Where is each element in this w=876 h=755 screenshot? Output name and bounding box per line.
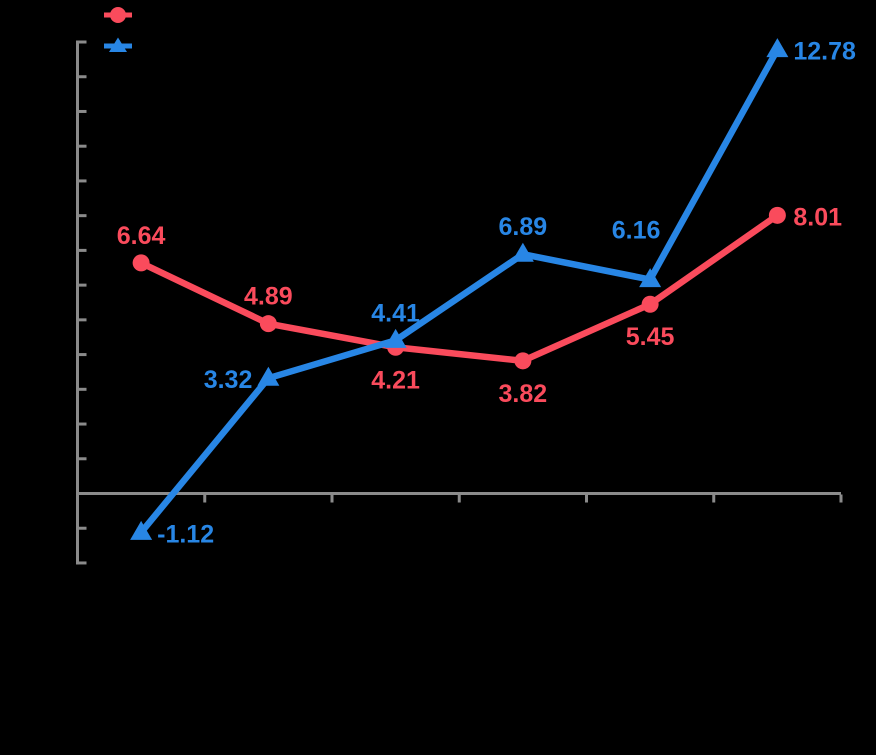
legend bbox=[104, 7, 132, 52]
data-label: 6.89 bbox=[499, 213, 548, 241]
legend-triangle-marker bbox=[109, 37, 127, 52]
data-label: 3.32 bbox=[204, 366, 253, 394]
data-point-marker-triangle bbox=[639, 268, 662, 288]
data-point-marker-circle bbox=[641, 295, 659, 313]
data-label: 4.89 bbox=[244, 283, 293, 311]
data-point-marker-triangle bbox=[384, 328, 407, 348]
red-circle-series-line bbox=[137, 212, 781, 365]
data-label: 3.82 bbox=[499, 380, 548, 408]
data-point-marker-triangle bbox=[130, 520, 153, 540]
data-point-marker-circle bbox=[768, 206, 786, 224]
blue-triangle-series: -1.12 3.32 4.41 6.89 6.16 12.78 bbox=[130, 38, 856, 548]
data-point-marker-triangle bbox=[766, 38, 789, 58]
data-label: 8.01 bbox=[793, 203, 842, 231]
data-label: 5.45 bbox=[626, 323, 675, 351]
data-point-marker-triangle bbox=[257, 366, 280, 386]
data-label: 12.78 bbox=[793, 38, 856, 66]
data-label: 4.41 bbox=[371, 299, 420, 327]
blue-triangle-series-line bbox=[137, 46, 781, 536]
axes bbox=[76, 40, 843, 565]
data-point-marker-triangle bbox=[511, 242, 534, 262]
data-label: 6.16 bbox=[612, 217, 661, 245]
red-circle-series: 6.64 4.89 4.21 3.82 5.45 8.01 bbox=[117, 203, 842, 408]
data-label: 4.21 bbox=[371, 366, 420, 394]
data-point-marker-circle bbox=[259, 315, 277, 333]
data-point-marker-circle bbox=[514, 352, 532, 370]
data-label: -1.12 bbox=[157, 520, 214, 548]
data-label: 6.64 bbox=[117, 222, 166, 250]
data-point-marker-circle bbox=[132, 254, 150, 272]
legend-circle-marker bbox=[110, 7, 126, 23]
